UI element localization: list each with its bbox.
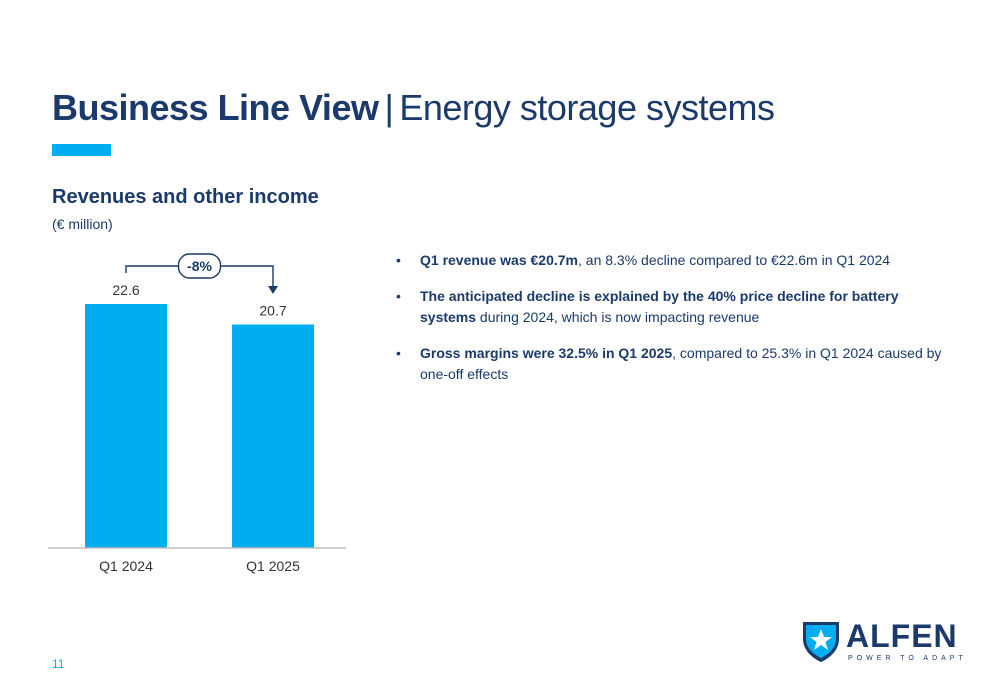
chart-value-labels: 22.6 20.7 bbox=[112, 282, 286, 319]
key-points-list: • Q1 revenue was €20.7m, an 8.3% decline … bbox=[396, 250, 956, 400]
change-arrow-icon bbox=[268, 286, 278, 294]
page-title-main: Business Line View bbox=[52, 87, 379, 128]
bullet-item-3: • Gross margins were 32.5% in Q1 2025, co… bbox=[396, 343, 956, 385]
alfen-shield-star-icon bbox=[803, 622, 839, 662]
bar-q1-2024 bbox=[85, 304, 167, 548]
bar-q1-2025 bbox=[232, 324, 314, 548]
bullet-1-text: , an 8.3% decline compared to €22.6m in … bbox=[578, 252, 891, 268]
bullet-item-1: • Q1 revenue was €20.7m, an 8.3% decline … bbox=[396, 250, 956, 271]
revenue-bar-chart: 22.6 20.7 Q1 2024 Q1 2025 -8% bbox=[48, 253, 346, 574]
change-badge-label: -8% bbox=[187, 258, 212, 274]
change-badge bbox=[177, 253, 222, 279]
chart-unit: (€ million) bbox=[52, 216, 113, 232]
bullet-1-bold: Q1 revenue was €20.7m bbox=[420, 252, 578, 268]
bar-value-label: 22.6 bbox=[112, 282, 139, 298]
bullet-item-2: • The anticipated decline is explained by… bbox=[396, 286, 956, 328]
chart-category-labels: Q1 2024 Q1 2025 bbox=[99, 558, 300, 574]
logo-tagline: POWER TO ADAPT bbox=[848, 655, 967, 662]
page-title: Business Line View | Energy storage system… bbox=[52, 86, 775, 130]
chart-change-annotation: -8% bbox=[125, 253, 278, 294]
bullet-3-bold: Gross margins were 32.5% in Q1 2025 bbox=[420, 345, 673, 361]
bullet-glyph: • bbox=[396, 345, 401, 361]
bullet-glyph: • bbox=[396, 252, 401, 268]
x-tick-label: Q1 2024 bbox=[99, 558, 153, 574]
alfen-logo: ALFEN POWER TO ADAPT bbox=[800, 617, 963, 667]
logo-wordmark: ALFEN bbox=[846, 618, 958, 654]
x-tick-label: Q1 2025 bbox=[246, 558, 300, 574]
chart-bars bbox=[85, 304, 314, 548]
bullet-2-bold: The anticipated decline is explained by … bbox=[420, 288, 899, 325]
bullet-3-text: , compared to 25.3% in Q1 2024 caused by… bbox=[420, 345, 942, 382]
chart-title: Revenues and other income bbox=[52, 186, 319, 208]
bullet-2-text: during 2024, which is now impacting reve… bbox=[476, 309, 760, 325]
bullet-glyph: • bbox=[396, 288, 401, 304]
page-number: 11 bbox=[52, 657, 65, 671]
page-title-separator: | bbox=[384, 87, 394, 128]
bar-value-label: 20.7 bbox=[259, 303, 286, 319]
title-accent-bar bbox=[52, 144, 111, 156]
page-title-sub: Energy storage systems bbox=[399, 87, 775, 128]
